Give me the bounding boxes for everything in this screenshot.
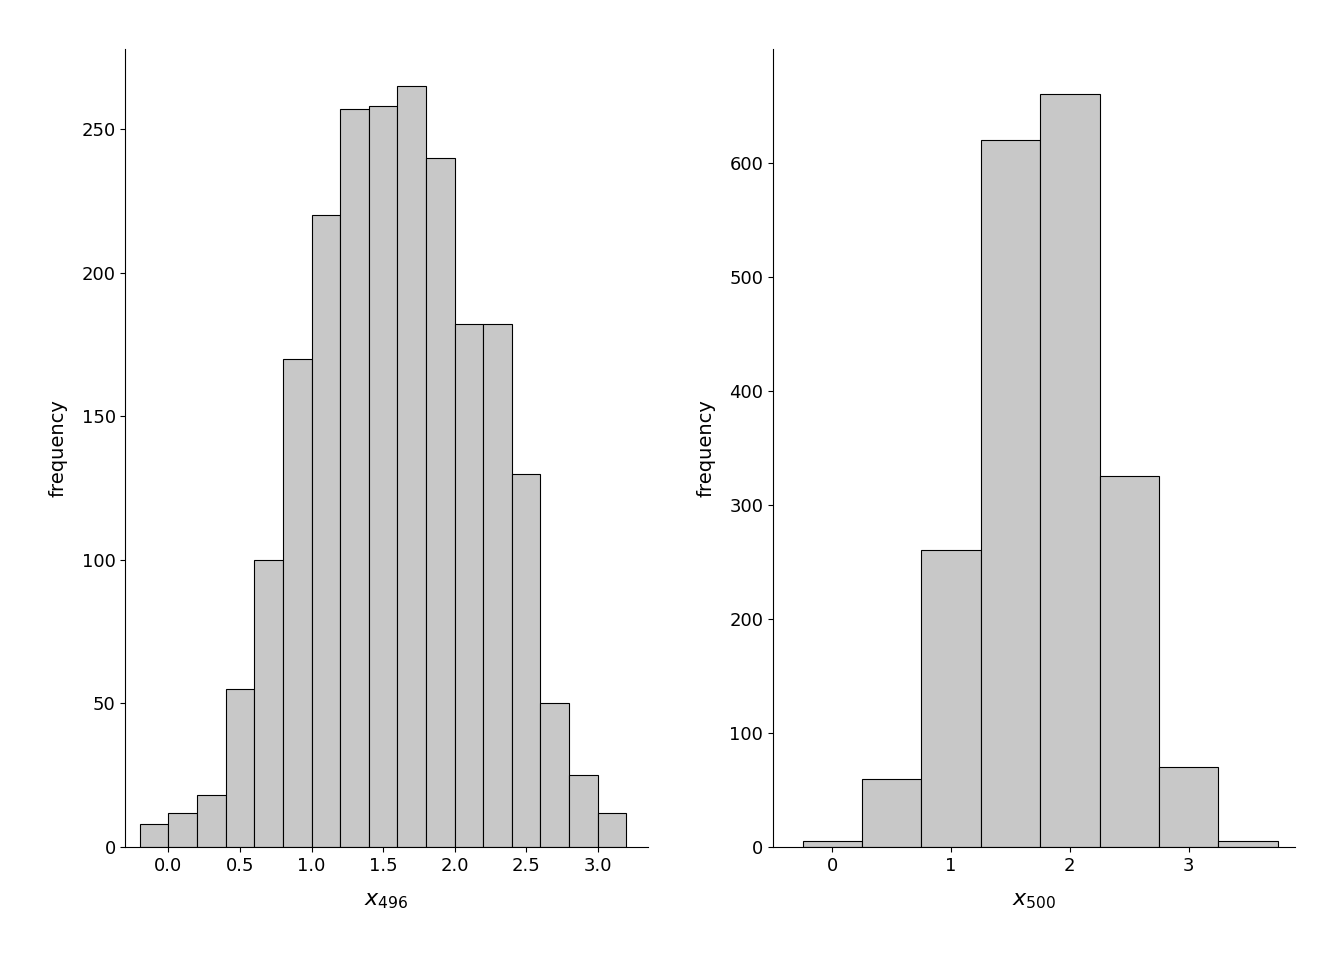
Bar	[140, 824, 168, 847]
X-axis label: $x_{500}$: $x_{500}$	[1012, 892, 1056, 911]
Bar	[512, 473, 540, 847]
Y-axis label: frequency: frequency	[48, 398, 67, 496]
Y-axis label: frequency: frequency	[696, 398, 715, 496]
Bar	[282, 359, 312, 847]
Bar	[312, 215, 340, 847]
Bar	[484, 324, 512, 847]
Bar	[922, 550, 981, 847]
Bar	[168, 812, 198, 847]
Bar	[981, 140, 1040, 847]
Bar	[862, 779, 922, 847]
Bar	[1040, 94, 1099, 847]
Bar	[368, 106, 398, 847]
Bar	[226, 689, 254, 847]
Bar	[540, 704, 569, 847]
Bar	[398, 86, 426, 847]
Bar	[1218, 841, 1278, 847]
Bar	[454, 324, 484, 847]
X-axis label: $x_{496}$: $x_{496}$	[364, 892, 409, 911]
Bar	[598, 812, 626, 847]
Bar	[1099, 476, 1159, 847]
Bar	[254, 560, 282, 847]
Bar	[1159, 767, 1218, 847]
Bar	[340, 108, 368, 847]
Bar	[569, 776, 598, 847]
Bar	[426, 157, 454, 847]
Bar	[802, 841, 862, 847]
Bar	[198, 795, 226, 847]
